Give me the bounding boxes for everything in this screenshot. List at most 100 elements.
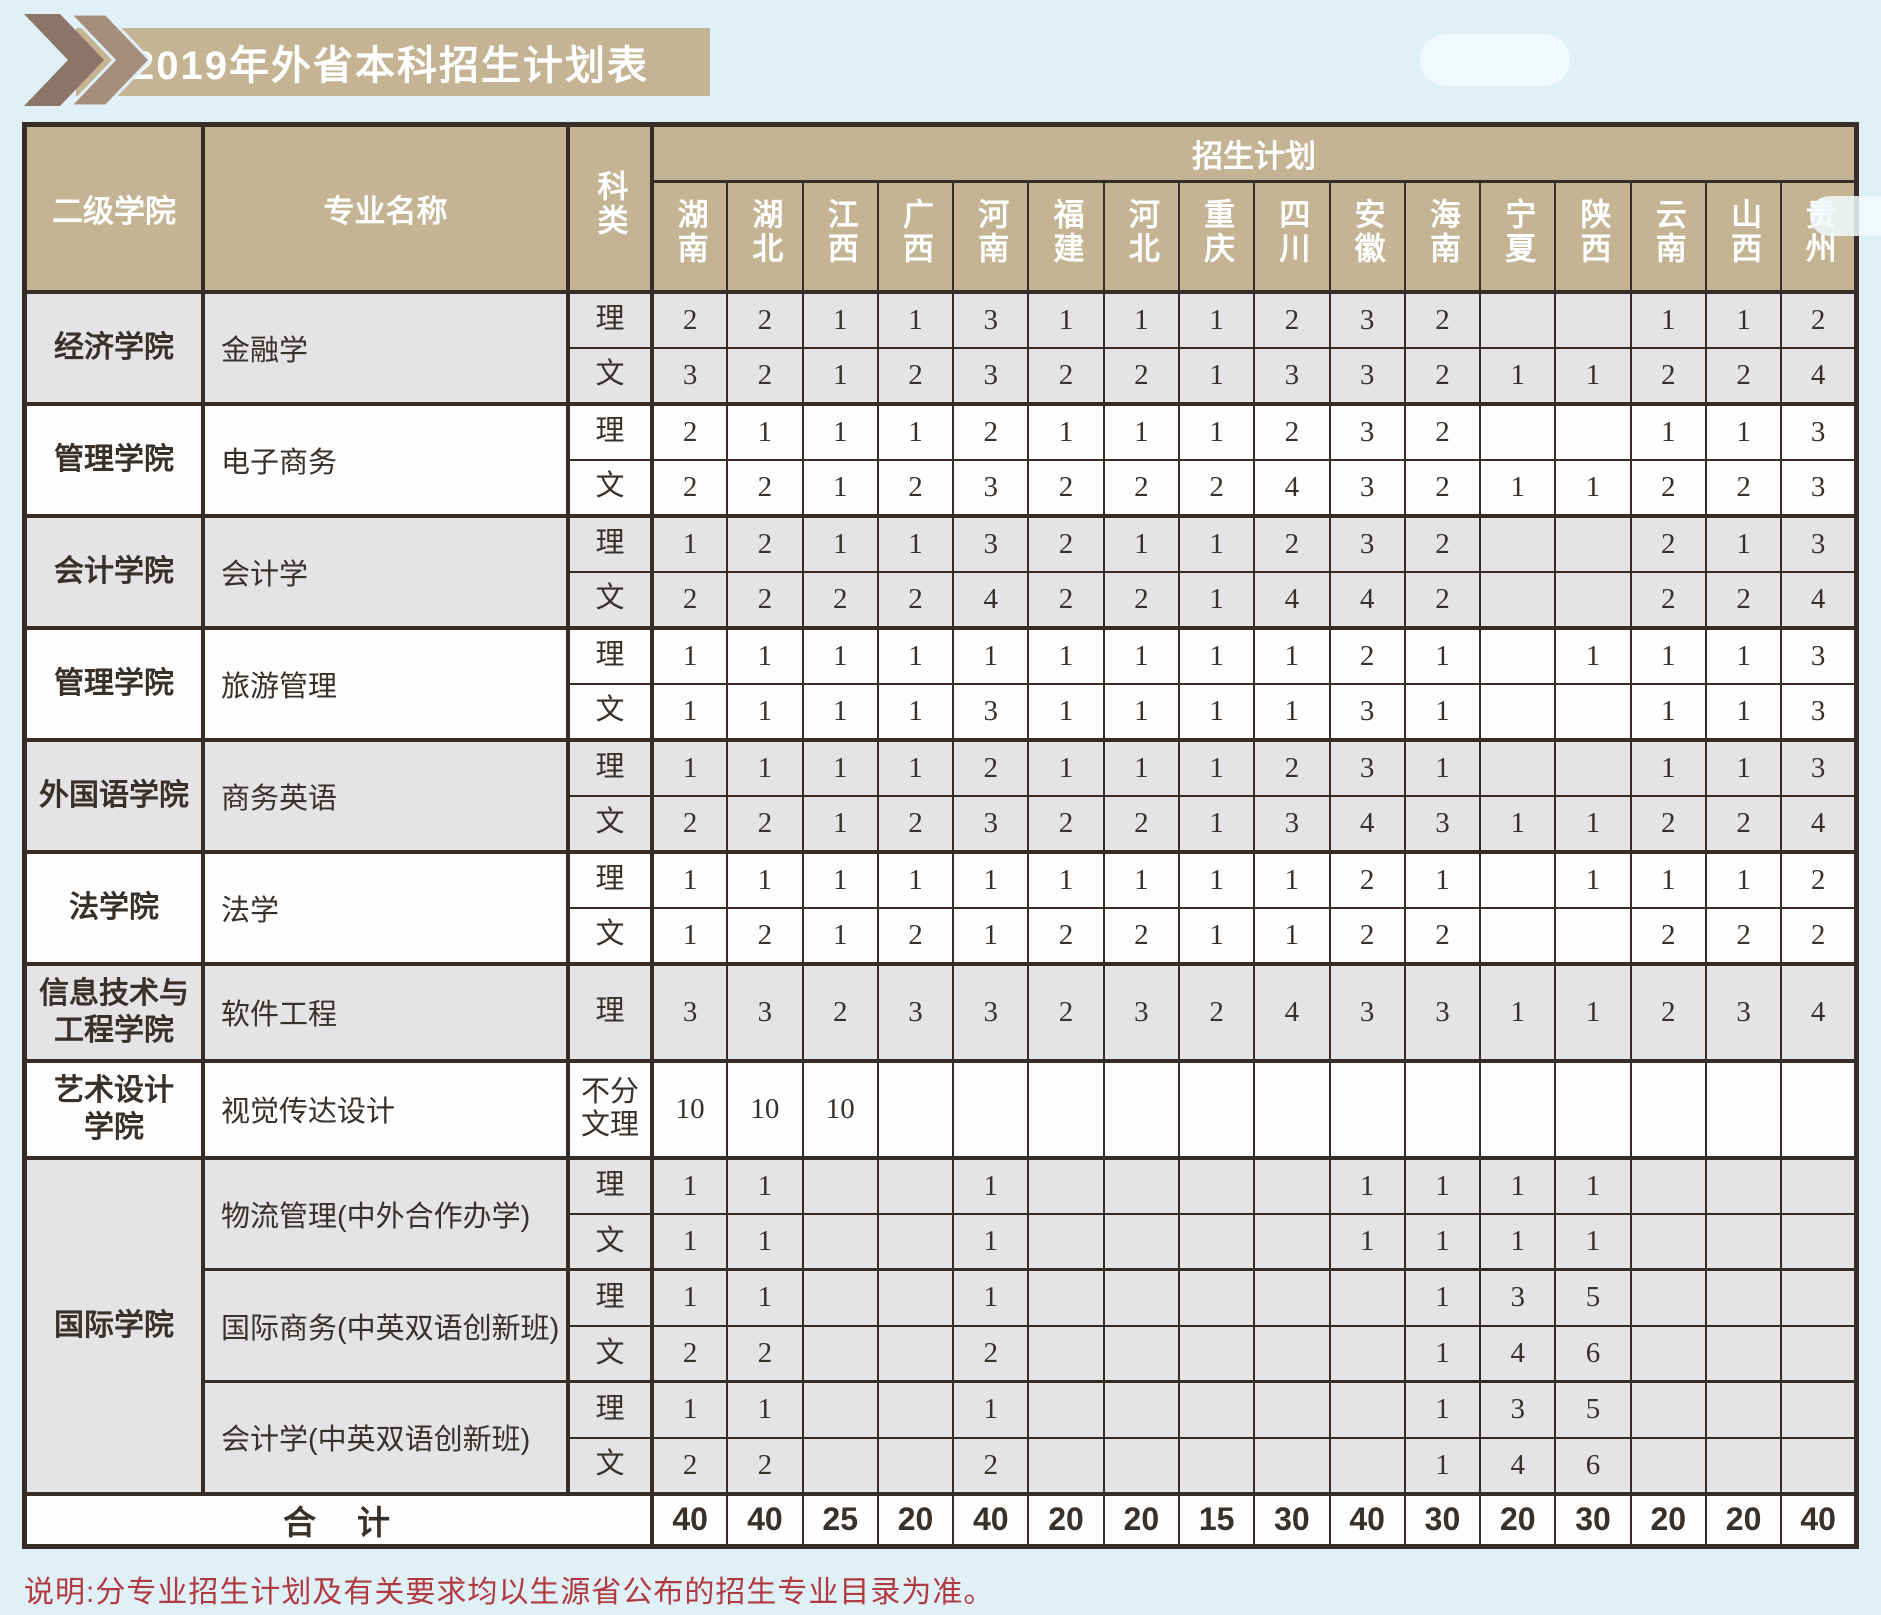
value-cell: 1 <box>1253 849 1331 909</box>
province-header: 湖北 <box>726 180 804 294</box>
value-cell: 10 <box>650 1058 729 1159</box>
value-cell: 1 <box>1403 1155 1482 1215</box>
province-header: 重庆 <box>1177 180 1256 294</box>
value-cell: 2 <box>1704 458 1783 517</box>
subject-cell: 理 <box>567 849 654 909</box>
value-cell <box>1704 1268 1783 1327</box>
value-cell: 1 <box>1177 401 1256 461</box>
major-cell: 电子商务 <box>202 401 570 517</box>
value-cell: 1 <box>1629 682 1707 741</box>
value-cell: 1 <box>1403 1268 1482 1327</box>
value-cell: 1 <box>876 682 955 741</box>
value-cell <box>1027 1212 1105 1271</box>
value-cell <box>1780 1058 1858 1159</box>
total-value: 25 <box>801 1491 879 1547</box>
major-cell: 视觉传达设计 <box>202 1058 570 1159</box>
value-cell <box>1027 1324 1105 1383</box>
value-cell: 1 <box>726 849 804 909</box>
value-cell <box>1780 1155 1858 1215</box>
province-header: 云南 <box>1629 180 1707 294</box>
value-cell: 4 <box>1253 458 1331 517</box>
value-cell: 1 <box>876 401 955 461</box>
subject-cell: 理 <box>567 1268 654 1327</box>
table-row: 会计学(中英双语创新班) 理 1 1 1 1 3 5 <box>25 1380 1858 1495</box>
value-cell: 3 <box>952 346 1030 405</box>
value-cell: 1 <box>1479 346 1557 405</box>
value-cell: 1 <box>726 401 804 461</box>
value-cell: 2 <box>1629 961 1707 1062</box>
value-cell: 1 <box>1177 346 1256 405</box>
value-cell: 3 <box>1403 794 1482 853</box>
value-cell: 1 <box>650 1380 729 1439</box>
value-cell: 2 <box>1403 289 1482 349</box>
value-cell: 2 <box>1403 401 1482 461</box>
major-cell: 商务英语 <box>202 737 570 853</box>
value-cell: 1 <box>1554 849 1632 909</box>
value-cell <box>1704 1155 1783 1215</box>
value-cell <box>1554 401 1632 461</box>
province-header: 湖南 <box>650 180 729 294</box>
value-cell <box>1253 1155 1331 1215</box>
value-cell: 2 <box>1704 906 1783 965</box>
value-cell <box>1102 1324 1180 1383</box>
province-header: 江西 <box>801 180 879 294</box>
value-cell <box>1177 1212 1256 1271</box>
total-value: 20 <box>1027 1491 1105 1547</box>
value-cell: 1 <box>952 1268 1030 1327</box>
province-header: 福建 <box>1027 180 1105 294</box>
value-cell: 1 <box>876 849 955 909</box>
value-cell: 1 <box>1403 682 1482 741</box>
value-cell: 2 <box>1403 570 1482 629</box>
value-cell <box>1102 1212 1180 1271</box>
subject-cell: 理 <box>567 737 654 797</box>
value-cell: 1 <box>1479 794 1557 853</box>
value-cell: 1 <box>650 1268 729 1327</box>
value-cell: 1 <box>952 1212 1030 1271</box>
value-cell: 1 <box>1403 849 1482 909</box>
value-cell: 2 <box>1177 961 1256 1062</box>
value-cell: 1 <box>1177 682 1256 741</box>
value-cell <box>801 1436 879 1495</box>
value-cell <box>1177 1155 1256 1215</box>
value-cell: 4 <box>1253 961 1331 1062</box>
value-cell <box>1479 513 1557 573</box>
value-cell: 1 <box>1027 682 1105 741</box>
value-cell <box>1479 849 1557 909</box>
value-cell <box>1403 1058 1482 1159</box>
chevron-icon <box>24 14 153 106</box>
value-cell <box>1780 1268 1858 1327</box>
value-cell <box>1704 1380 1783 1439</box>
value-cell: 1 <box>801 737 879 797</box>
value-cell <box>1027 1436 1105 1495</box>
value-cell: 2 <box>1403 513 1482 573</box>
value-cell <box>1027 1268 1105 1327</box>
subject-cell: 文 <box>567 458 654 517</box>
major-cell: 国际商务(中英双语创新班) <box>202 1268 570 1383</box>
value-cell: 1 <box>1479 458 1557 517</box>
value-cell: 1 <box>1554 625 1632 685</box>
value-cell <box>1177 1268 1256 1327</box>
value-cell <box>1554 906 1632 965</box>
value-cell: 10 <box>801 1058 879 1159</box>
major-cell: 法学 <box>202 849 570 965</box>
value-cell: 1 <box>1177 737 1256 797</box>
major-cell: 会计学 <box>202 513 570 629</box>
value-cell <box>1177 1058 1256 1159</box>
admission-plan-table: 二级学院 专业名称 科类 招生计划 湖南 湖北 江西 广西 河南 福建 河北 重庆 四川 安徽 海南… <box>22 122 1859 1549</box>
value-cell <box>1328 1268 1406 1327</box>
subject-cell: 文 <box>567 346 654 405</box>
value-cell <box>801 1155 879 1215</box>
subject-cell: 文 <box>567 794 654 853</box>
value-cell: 1 <box>1102 289 1180 349</box>
value-cell <box>876 1324 955 1383</box>
value-cell: 3 <box>1328 737 1406 797</box>
value-cell: 2 <box>1253 289 1331 349</box>
value-cell: 4 <box>1780 961 1858 1062</box>
value-cell: 1 <box>1554 458 1632 517</box>
value-cell: 3 <box>952 682 1030 741</box>
value-cell: 3 <box>1780 625 1858 685</box>
value-cell: 2 <box>726 458 804 517</box>
table-row: 法学院 法学理 1 1 1 1 1 1 1 1 1 2 1 1 1 1 2 <box>23 849 1858 965</box>
